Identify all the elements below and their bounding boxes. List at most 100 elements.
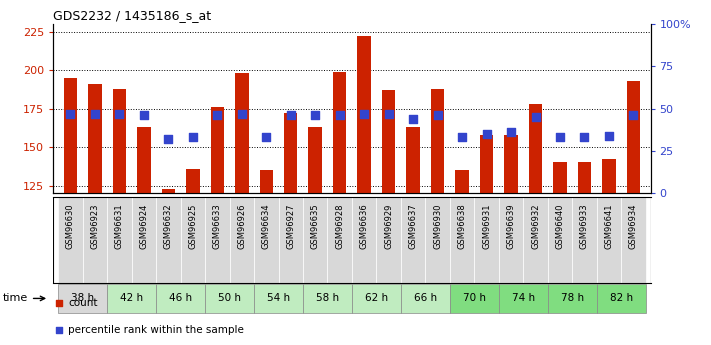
Bar (425, 197, 450, 283)
Text: GSM96635: GSM96635 (311, 204, 320, 249)
Text: GSM96926: GSM96926 (237, 204, 246, 249)
Bar (205, 284, 254, 313)
Text: 50 h: 50 h (218, 294, 241, 303)
Text: time: time (3, 294, 45, 303)
Point (555, 135, 566, 140)
Bar (455, 170, 469, 193)
Bar (480, 135, 493, 193)
Text: GSM96924: GSM96924 (139, 204, 149, 249)
Text: 42 h: 42 h (120, 294, 143, 303)
Bar (303, 284, 352, 313)
Text: GSM96928: GSM96928 (335, 204, 344, 249)
Point (432, 113, 443, 118)
Bar (107, 197, 132, 283)
Bar (279, 197, 303, 283)
Text: GSM96640: GSM96640 (555, 204, 565, 249)
Text: 38 h: 38 h (71, 294, 95, 303)
Bar (626, 81, 640, 193)
Bar (358, 37, 371, 193)
Point (212, 113, 223, 118)
Point (53, 328, 65, 333)
Bar (499, 284, 547, 313)
Bar (230, 197, 254, 283)
Point (603, 133, 614, 138)
Bar (597, 197, 621, 283)
Point (114, 111, 125, 117)
Bar (58, 284, 107, 313)
Point (163, 136, 174, 142)
Point (187, 135, 198, 140)
Bar (137, 127, 151, 193)
Bar (254, 197, 279, 283)
Bar (254, 284, 303, 313)
Point (309, 113, 321, 118)
Text: GSM96630: GSM96630 (66, 204, 75, 249)
Point (628, 113, 639, 118)
Bar (64, 78, 77, 193)
Bar (156, 284, 205, 313)
Bar (523, 197, 547, 283)
Point (53, 300, 65, 306)
Point (261, 135, 272, 140)
Text: GSM96633: GSM96633 (213, 204, 222, 249)
Bar (407, 127, 420, 193)
Point (456, 135, 468, 140)
Text: 58 h: 58 h (316, 294, 339, 303)
Text: GSM96932: GSM96932 (531, 204, 540, 249)
Bar (132, 197, 156, 283)
Text: 70 h: 70 h (463, 294, 486, 303)
Text: 78 h: 78 h (561, 294, 584, 303)
Bar (529, 104, 542, 193)
Text: GDS2232 / 1435186_s_at: GDS2232 / 1435186_s_at (53, 9, 211, 22)
Text: 62 h: 62 h (365, 294, 388, 303)
Text: GSM96631: GSM96631 (115, 204, 124, 249)
Bar (58, 197, 82, 283)
Text: GSM96639: GSM96639 (506, 204, 515, 249)
Bar (597, 284, 646, 313)
Bar (578, 162, 592, 193)
Bar (88, 84, 102, 193)
Bar (161, 189, 175, 193)
Text: GSM96925: GSM96925 (188, 204, 198, 249)
Point (138, 113, 149, 118)
Text: 82 h: 82 h (609, 294, 633, 303)
Bar (621, 197, 646, 283)
Point (285, 113, 296, 118)
Text: GSM96934: GSM96934 (629, 204, 638, 249)
Point (506, 130, 517, 135)
Bar (181, 197, 205, 283)
Bar (235, 73, 249, 193)
Text: 74 h: 74 h (512, 294, 535, 303)
Text: GSM96929: GSM96929 (384, 204, 393, 249)
Bar (499, 197, 523, 283)
Bar (572, 197, 597, 283)
Point (236, 111, 247, 117)
Text: GSM96933: GSM96933 (580, 204, 589, 249)
Point (65, 111, 76, 117)
Text: 46 h: 46 h (169, 294, 192, 303)
Point (481, 131, 492, 137)
Bar (156, 197, 181, 283)
Bar (450, 197, 474, 283)
Bar (284, 113, 297, 193)
Point (383, 111, 395, 117)
Point (358, 111, 370, 117)
Bar (82, 197, 107, 283)
Bar (309, 127, 322, 193)
Bar (553, 162, 567, 193)
Text: GSM96636: GSM96636 (360, 204, 369, 249)
Bar (352, 284, 401, 313)
Text: GSM96632: GSM96632 (164, 204, 173, 249)
Bar (602, 159, 616, 193)
Text: GSM96931: GSM96931 (482, 204, 491, 249)
Text: GSM96927: GSM96927 (287, 204, 295, 249)
Point (579, 135, 590, 140)
Bar (401, 284, 450, 313)
Text: 54 h: 54 h (267, 294, 290, 303)
Text: GSM96637: GSM96637 (409, 204, 417, 249)
Bar (504, 135, 518, 193)
Text: GSM96923: GSM96923 (90, 204, 100, 249)
Bar (431, 89, 444, 193)
Bar (112, 89, 126, 193)
Point (407, 116, 419, 121)
